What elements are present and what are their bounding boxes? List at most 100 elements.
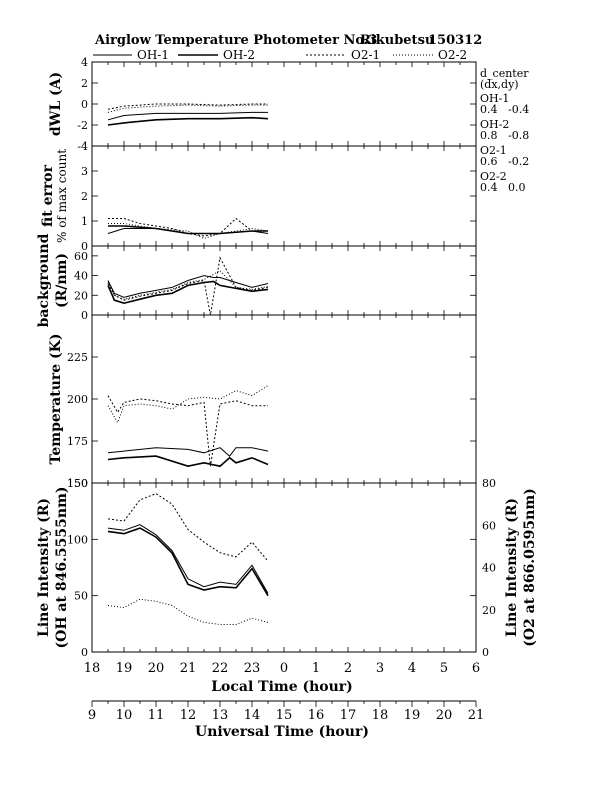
local-time-tick-label: 1 — [312, 661, 320, 676]
y-tick-label: 20 — [74, 289, 88, 302]
y-right-axis-label: Line Intensity (R) — [504, 498, 520, 637]
legend-oh1-label: OH-1 — [137, 48, 169, 62]
ut-tick-label: 11 — [148, 708, 165, 723]
ut-tick-label: 21 — [468, 708, 485, 723]
ut-tick-label: 9 — [88, 708, 96, 723]
side-note-oh2-name: OH-2 — [480, 118, 509, 131]
local-time-axis: 18 19 20 21 22 23 0 1 2 3 4 5 6 — [84, 661, 480, 676]
y-axis-label: dWL (A) — [48, 72, 64, 136]
y-right-tick-label: 60 — [482, 519, 496, 532]
y-tick-label: 150 — [67, 477, 88, 490]
side-note-o22-value: 0.4 0.0 — [480, 181, 525, 194]
y-tick-label: 40 — [74, 270, 88, 283]
legend: OH-1 OH-2 O2-1 O2-2 — [93, 48, 467, 62]
side-note-oh1-value: 0.4 -0.4 — [480, 103, 529, 116]
panel-fit-error: 0 1 2 3 fit error% of max count — [40, 145, 477, 253]
series-line-oh-1 — [107, 524, 269, 594]
legend-o21-label: O2-1 — [351, 48, 380, 62]
universal-time-label: Universal Time (hour) — [195, 724, 369, 740]
panels: -4 -2 0 2 4 dWL (A) 0 1 2 3 fit error% of max coun… — [36, 56, 538, 659]
series-line-o2-2 — [107, 104, 268, 113]
y-tick-label: 0 — [81, 309, 88, 322]
y-tick-label: 3 — [81, 165, 88, 178]
local-time-tick-label: 22 — [212, 661, 229, 676]
local-time-tick-label: 4 — [408, 661, 416, 676]
panel-frame — [91, 145, 477, 247]
legend-oh2-label: OH-2 — [223, 48, 255, 62]
local-time-tick-label: 20 — [148, 661, 165, 676]
local-time-tick-label: 6 — [472, 661, 480, 676]
ut-tick-label: 15 — [276, 708, 293, 723]
y-tick-label: 0 — [81, 240, 88, 253]
side-note-header: d_center — [480, 67, 529, 80]
series-line-oh-1 — [107, 275, 269, 298]
ut-tick-label: 17 — [340, 708, 357, 723]
y-tick-label: -4 — [77, 140, 88, 153]
ut-tick-label: 13 — [212, 708, 229, 723]
side-notes: d_center (dx,dy) OH-1 0.4 -0.4 OH-2 0.8 … — [480, 67, 529, 194]
y-axis-label: fit error — [40, 164, 56, 227]
series-line-oh-2 — [107, 116, 269, 126]
y-tick-label: 175 — [67, 435, 88, 448]
local-time-tick-label: 18 — [84, 661, 101, 676]
series-line-o2-2 — [107, 385, 269, 424]
side-note-oh1-name: OH-1 — [480, 92, 509, 105]
y-right-tick-label: 0 — [482, 646, 489, 659]
panel-background: 0 20 40 60 background (R/nm) — [36, 233, 477, 327]
side-note-oh2-value: 0.8 -0.8 — [480, 129, 529, 142]
side-note-o21-name: O2-1 — [480, 144, 507, 157]
y-tick-label: 0 — [81, 646, 88, 659]
ut-tick-label: 18 — [372, 708, 389, 723]
side-note-subheader: (dx,dy) — [480, 78, 519, 91]
y-right-tick-label: 20 — [482, 604, 496, 617]
ut-tick-label: 12 — [180, 708, 197, 723]
y-tick-label: 100 — [67, 533, 88, 546]
y-axis-sublabel: % of max count — [55, 149, 69, 243]
ut-tick-label: 20 — [436, 708, 453, 723]
chart-date: 150312 — [428, 33, 482, 48]
series-line-oh-2 — [107, 280, 269, 305]
series-line-o2-1 — [107, 493, 269, 562]
y-right-tick-label: 40 — [482, 562, 496, 575]
y-axis-label: Temperature (K) — [48, 334, 64, 465]
y-axis-sublabel: (R/nm) — [54, 253, 70, 308]
y-tick-label: 150 — [67, 477, 88, 490]
y-tick-label: 2 — [81, 77, 88, 90]
ut-tick-label: 10 — [116, 708, 133, 723]
panel-frame — [91, 314, 477, 484]
panel-dWL: -4 -2 0 2 4 dWL (A) — [48, 56, 477, 153]
local-time-tick-label: 5 — [440, 661, 448, 676]
y-axis-sublabel: (OH at 846.5555nm) — [54, 486, 70, 648]
y-right-tick-label: 80 — [482, 477, 496, 490]
local-time-tick-label: 2 — [344, 661, 352, 676]
ut-tick-label: 16 — [308, 708, 325, 723]
y-axis-label: background — [36, 233, 52, 327]
local-time-tick-label: 0 — [280, 661, 288, 676]
y-tick-label: 60 — [74, 250, 88, 263]
ut-tick-label: 14 — [244, 708, 261, 723]
ut-tick-label: 19 — [404, 708, 421, 723]
chart-title: Airglow Temperature Photometer No.3 — [94, 33, 377, 48]
y-tick-label: 225 — [67, 351, 88, 364]
local-time-label: Local Time (hour) — [211, 679, 353, 695]
y-axis-label: Line Intensity (R) — [36, 498, 52, 637]
series-line-oh-1 — [107, 447, 269, 457]
side-note-o22-name: O2-2 — [480, 170, 507, 183]
series-line-o2-1 — [107, 256, 269, 316]
y-tick-label: 50 — [74, 590, 88, 603]
panel-frame — [91, 482, 477, 653]
series-line-oh-2 — [108, 225, 268, 235]
series-line-o2-2 — [108, 223, 269, 240]
local-time-tick-label: 19 — [116, 661, 133, 676]
series-line-o2-1 — [107, 103, 268, 110]
panel-frame — [91, 245, 477, 316]
y-tick-label: 1 — [81, 215, 88, 228]
local-time-tick-label: 23 — [244, 661, 261, 676]
y-tick-label: 4 — [81, 56, 88, 69]
y-tick-label: 2 — [81, 190, 88, 203]
legend-o22-label: O2-2 — [438, 48, 467, 62]
y-right-axis-sublabel: (O2 at 866.0595nm) — [522, 488, 538, 647]
